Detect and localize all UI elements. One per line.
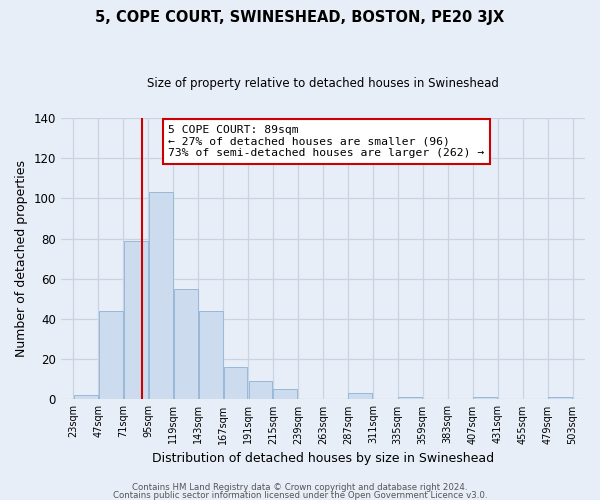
Text: 5 COPE COURT: 89sqm
← 27% of detached houses are smaller (96)
73% of semi-detach: 5 COPE COURT: 89sqm ← 27% of detached ho… xyxy=(168,125,485,158)
Bar xyxy=(248,382,272,400)
Y-axis label: Number of detached properties: Number of detached properties xyxy=(15,160,28,357)
Bar xyxy=(124,240,148,400)
Bar xyxy=(548,398,572,400)
Text: Contains HM Land Registry data © Crown copyright and database right 2024.: Contains HM Land Registry data © Crown c… xyxy=(132,484,468,492)
Bar xyxy=(199,311,223,400)
Title: Size of property relative to detached houses in Swineshead: Size of property relative to detached ho… xyxy=(147,78,499,90)
Text: Contains public sector information licensed under the Open Government Licence v3: Contains public sector information licen… xyxy=(113,490,487,500)
Bar xyxy=(274,390,298,400)
Bar xyxy=(173,289,197,400)
Bar xyxy=(149,192,173,400)
Bar xyxy=(473,398,497,400)
Bar xyxy=(349,394,373,400)
Text: 5, COPE COURT, SWINESHEAD, BOSTON, PE20 3JX: 5, COPE COURT, SWINESHEAD, BOSTON, PE20 … xyxy=(95,10,505,25)
Bar xyxy=(398,398,422,400)
Bar xyxy=(74,396,98,400)
X-axis label: Distribution of detached houses by size in Swineshead: Distribution of detached houses by size … xyxy=(152,452,494,465)
Bar xyxy=(224,368,247,400)
Bar xyxy=(99,311,122,400)
